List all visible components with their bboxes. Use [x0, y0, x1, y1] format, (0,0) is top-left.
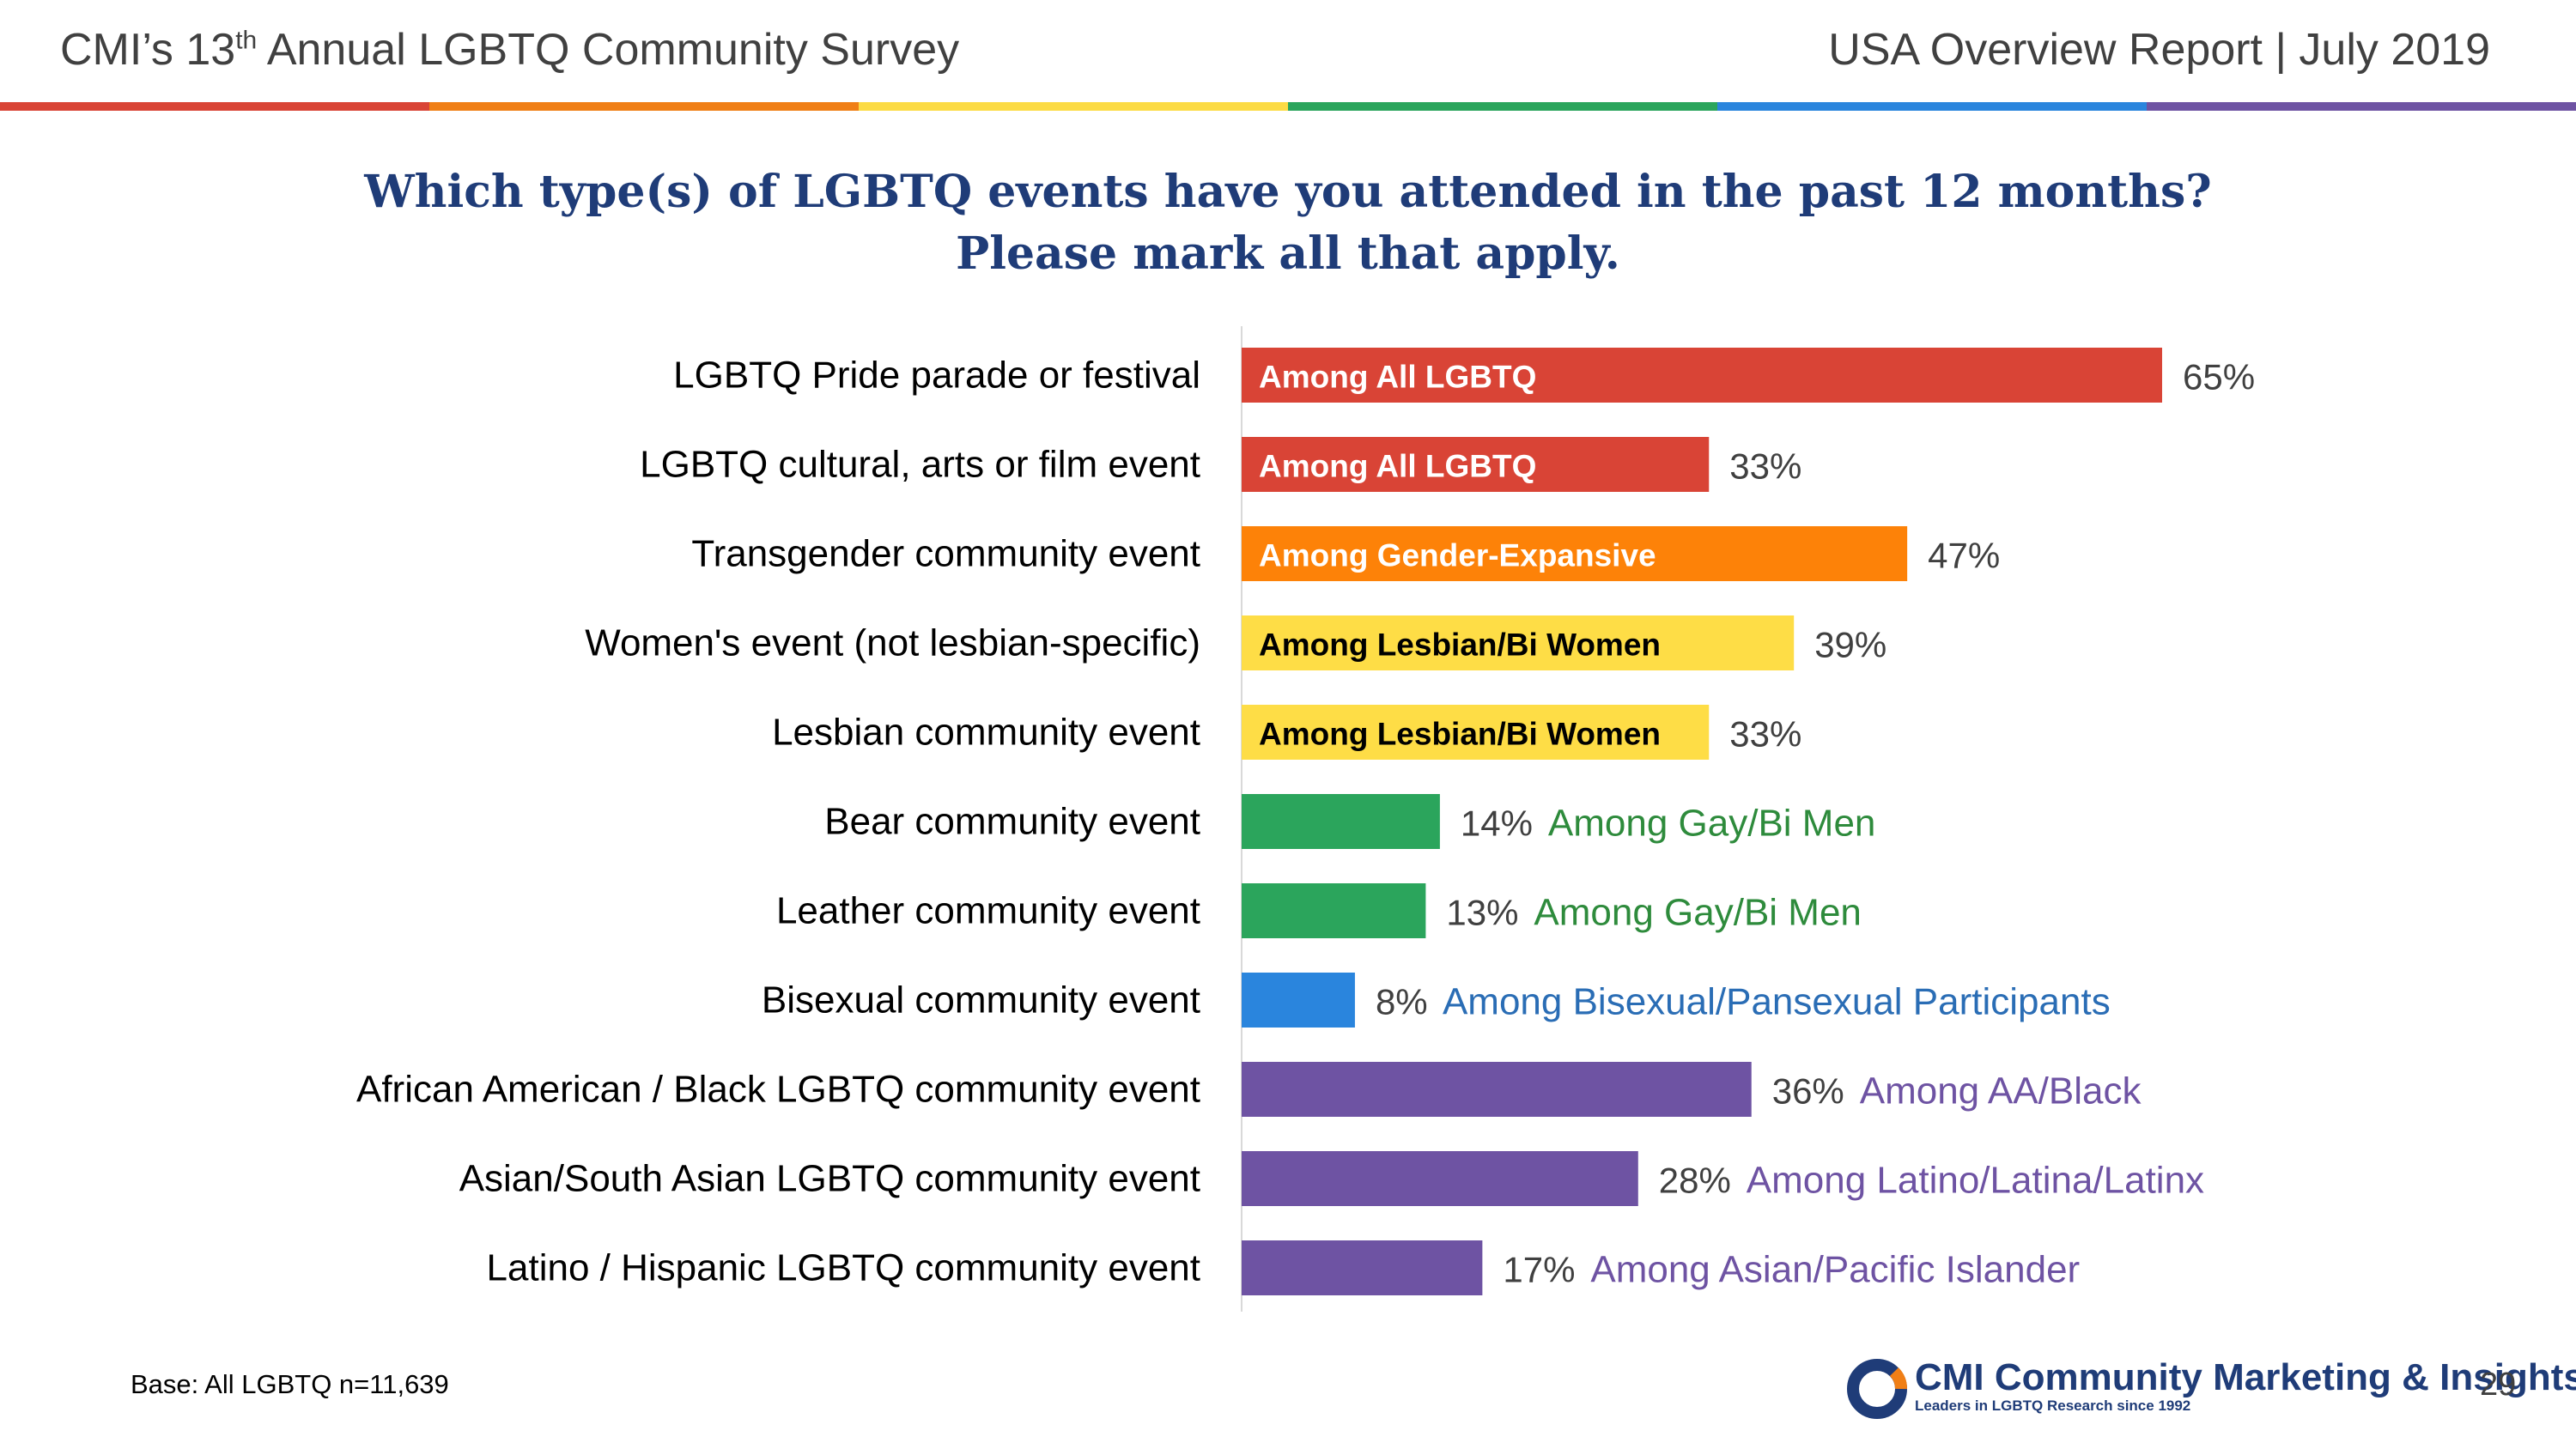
bar [1242, 1062, 1752, 1117]
category-label: Women's event (not lesbian-specific) [585, 622, 1200, 664]
rainbow-segment [429, 102, 859, 111]
base-label: Among Gay/Bi Men [1548, 803, 1876, 845]
cmi-logo-text: CMI Community Marketing & Insights Leade… [1915, 1356, 2576, 1415]
base-label: Among Bisexual/Pansexual Participants [1443, 981, 2111, 1023]
chart-title: Which type(s) of LGBTQ events have you a… [0, 161, 2576, 285]
logo-tagline: Leaders in LGBTQ Research since 1992 [1915, 1397, 2191, 1414]
value-label: 14% [1461, 803, 1533, 844]
value-label: 17% [1503, 1250, 1575, 1290]
report-date: USA Overview Report | July 2019 [1828, 25, 2490, 75]
category-label: Transgender community event [691, 533, 1200, 575]
base-label: Among Lesbian/Bi Women [1259, 627, 1661, 663]
value-label: 47% [1928, 536, 2000, 576]
value-label: 39% [1814, 625, 1886, 665]
value-label: 8% [1376, 982, 1428, 1022]
page-number: 29 [2480, 1367, 2517, 1403]
base-note: Base: All LGBTQ n=11,639 [131, 1369, 449, 1399]
base-label: Among AA/Black [1860, 1070, 2142, 1113]
value-label: 36% [1772, 1071, 1844, 1112]
cmi-logo-icon [1847, 1359, 1907, 1419]
category-label: African American / Black LGBTQ community… [356, 1069, 1200, 1111]
base-label: Among Gender-Expansive [1259, 538, 1656, 573]
value-label: 28% [1659, 1161, 1731, 1201]
base-label: Among Lesbian/Bi Women [1259, 717, 1661, 752]
rainbow-segment [1288, 102, 1717, 111]
category-label: LGBTQ cultural, arts or film event [640, 444, 1200, 486]
bar [1242, 705, 1710, 760]
bar [1242, 973, 1355, 1028]
report-title: CMI’s 13th Annual LGBTQ Community Survey [60, 25, 960, 75]
base-label: Among All LGBTQ [1259, 449, 1536, 484]
bar [1242, 615, 1795, 670]
bar [1242, 1151, 1638, 1206]
category-label: Latino / Hispanic LGBTQ community event [487, 1247, 1200, 1289]
chart-title-line2: Please mark all that apply. [956, 227, 1620, 280]
value-label: 65% [2183, 357, 2255, 397]
category-label: LGBTQ Pride parade or festival [673, 355, 1200, 397]
value-label: 33% [1729, 714, 1801, 755]
bar [1242, 437, 1710, 492]
category-label: Bisexual community event [762, 979, 1200, 1022]
rainbow-segment [2147, 102, 2576, 111]
bar [1242, 883, 1426, 938]
bar-chart: LGBTQ Pride parade or festival 65% Among A… [356, 326, 2255, 1312]
rainbow-divider [0, 102, 2576, 111]
rainbow-segment [859, 102, 1288, 111]
rainbow-segment [0, 102, 429, 111]
category-label: Bear community event [824, 801, 1200, 843]
chart-title-line1: Which type(s) of LGBTQ events have you a… [364, 166, 2212, 218]
logo-cmi: CMI [1915, 1356, 1984, 1398]
bar [1242, 526, 1908, 581]
base-label: Among Gay/Bi Men [1534, 892, 1861, 934]
base-label: Among Latino/Latina/Latinx [1747, 1160, 2204, 1202]
value-label: 13% [1446, 893, 1518, 933]
value-label: 33% [1729, 446, 1801, 487]
category-label: Asian/South Asian LGBTQ community event [459, 1158, 1200, 1200]
category-label: Leather community event [776, 890, 1200, 932]
bar [1242, 348, 2162, 403]
bar [1242, 1240, 1483, 1295]
logo-name: Community Marketing & Insights [1994, 1356, 2576, 1398]
category-label: Lesbian community event [772, 712, 1200, 754]
bar [1242, 794, 1440, 849]
rainbow-segment [1717, 102, 2147, 111]
base-label: Among Asian/Pacific Islander [1590, 1249, 2080, 1291]
base-label: Among All LGBTQ [1259, 360, 1536, 395]
